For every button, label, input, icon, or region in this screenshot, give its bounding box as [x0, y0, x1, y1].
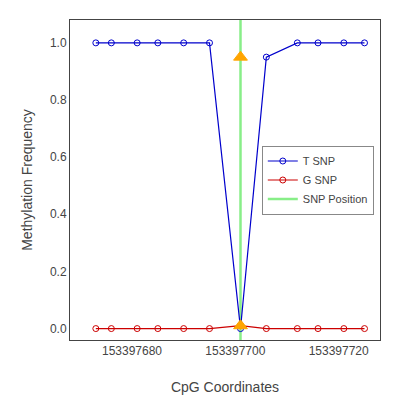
svg-text:0.8: 0.8 [50, 93, 67, 107]
svg-text:153397700: 153397700 [205, 344, 265, 358]
svg-text:CpG Coordinates: CpG Coordinates [171, 379, 279, 395]
svg-text:G SNP: G SNP [303, 174, 337, 186]
svg-text:153397720: 153397720 [309, 344, 369, 358]
svg-text:153397680: 153397680 [102, 344, 162, 358]
svg-text:SNP Position: SNP Position [303, 193, 368, 205]
svg-text:0.0: 0.0 [50, 322, 67, 336]
svg-text:0.2: 0.2 [50, 265, 67, 279]
svg-text:Methylation Frequency: Methylation Frequency [19, 109, 35, 251]
svg-text:T SNP: T SNP [303, 155, 335, 167]
svg-text:1.0: 1.0 [50, 36, 67, 50]
svg-text:0.4: 0.4 [50, 207, 67, 221]
svg-text:0.6: 0.6 [50, 150, 67, 164]
